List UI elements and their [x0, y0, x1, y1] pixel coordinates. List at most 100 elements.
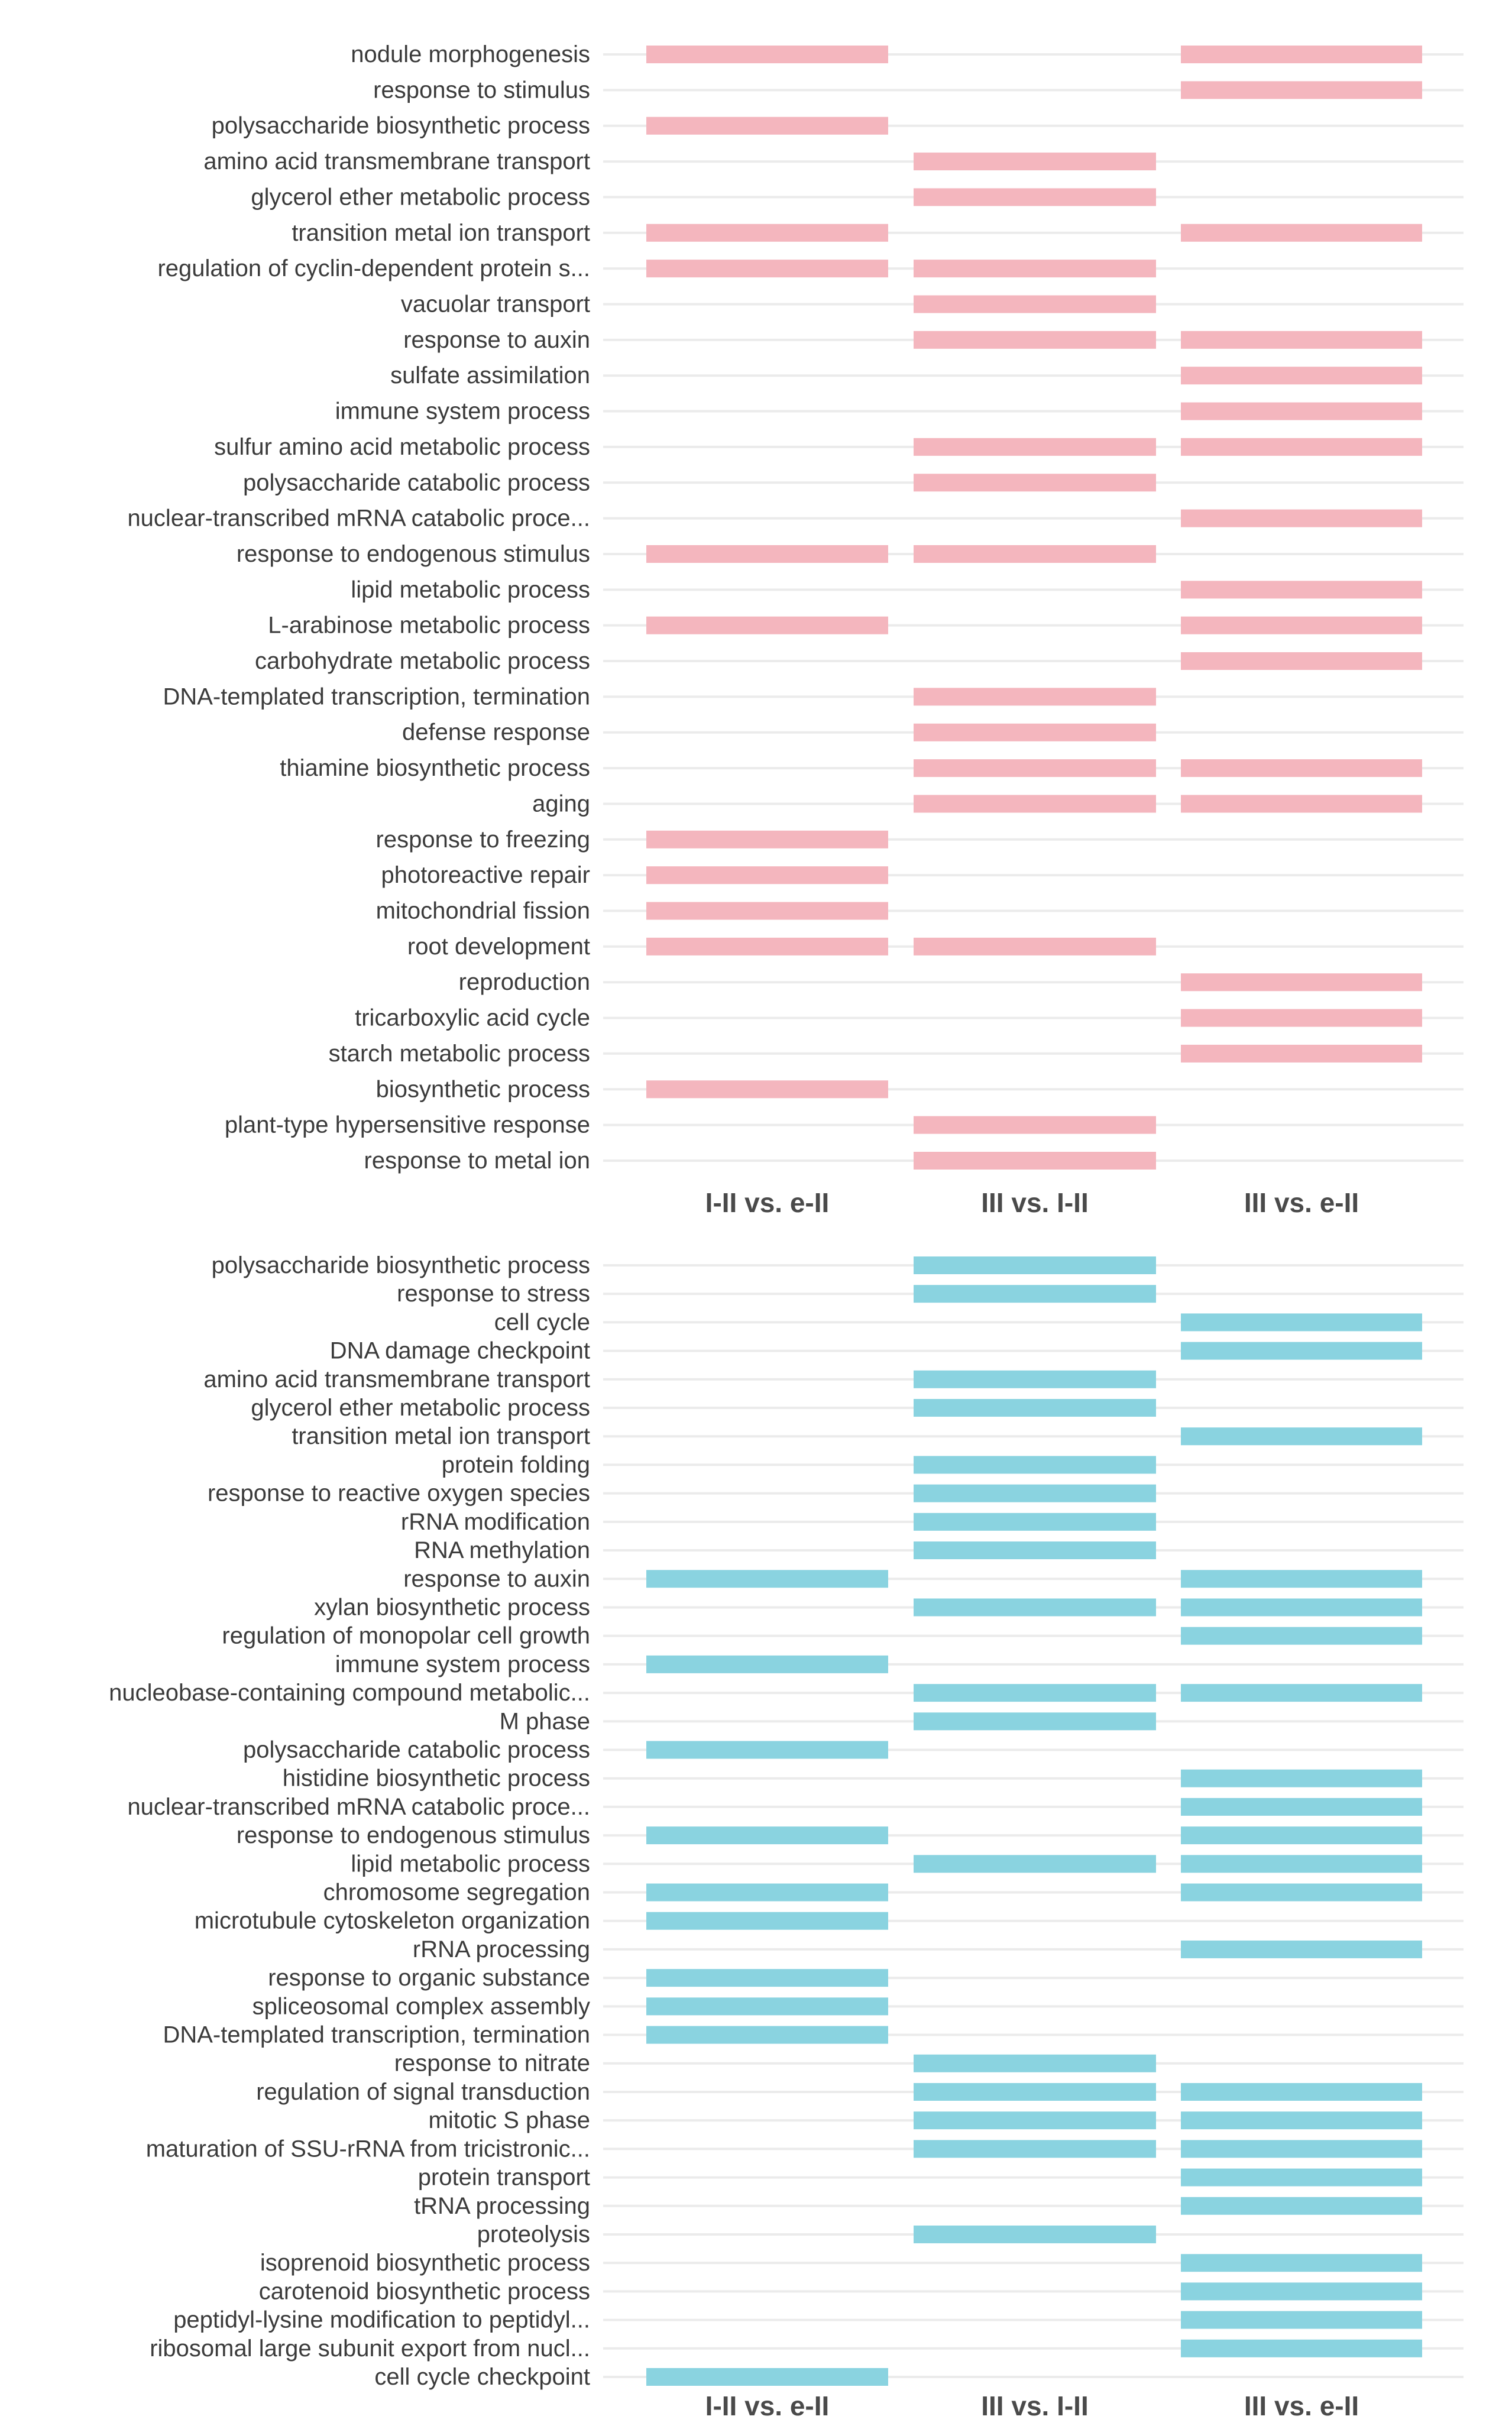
term-label: microtubule cytoskeleton organization: [195, 1908, 590, 1934]
term-label: amino acid transmembrane transport: [203, 148, 590, 174]
term-label: protein transport: [418, 2165, 590, 2191]
term-label: reproduction: [459, 969, 590, 995]
term-label: peptidyl-lysine modification to peptidyl…: [173, 2307, 590, 2333]
term-label: regulation of monopolar cell growth: [222, 1623, 590, 1649]
term-bar: [646, 830, 888, 848]
term-bar: [914, 188, 1156, 206]
term-label: RNA methylation: [414, 1537, 590, 1563]
term-bar: [1181, 2168, 1422, 2187]
term-bar: [1181, 1883, 1422, 1902]
term-bar: [1181, 2082, 1422, 2101]
term-bar: [646, 224, 888, 242]
term-label: transition metal ion transport: [292, 220, 590, 246]
term-label: thiamine biosynthetic process: [280, 755, 590, 781]
term-label: nodule morphogenesis: [351, 41, 590, 67]
term-bar: [646, 1969, 888, 1987]
term-bar: [1181, 652, 1422, 671]
term-bar: [914, 1712, 1156, 1731]
column-label: I-II vs. e-II: [705, 1187, 830, 1218]
term-bar: [914, 153, 1156, 171]
term-label: rRNA processing: [413, 1936, 590, 1962]
term-bar: [1181, 81, 1422, 99]
term-label: response to auxin: [403, 327, 590, 353]
term-bar: [914, 1256, 1156, 1274]
term-label: lipid metabolic process: [351, 1851, 590, 1877]
term-label: cell cycle checkpoint: [374, 2364, 590, 2390]
term-label: tRNA processing: [414, 2193, 590, 2219]
term-bar: [1181, 1940, 1422, 1958]
term-bar: [1181, 331, 1422, 349]
column-label: III vs. I-II: [981, 1187, 1089, 1218]
term-label: starch metabolic process: [329, 1041, 590, 1067]
term-bar: [914, 474, 1156, 492]
term-bar: [914, 1285, 1156, 1303]
term-bar: [1181, 2111, 1422, 2130]
term-bar: [646, 545, 888, 563]
term-bar: [646, 1883, 888, 1902]
term-label: response to endogenous stimulus: [237, 541, 590, 567]
term-label: response to organic substance: [268, 1965, 590, 1991]
term-bar: [914, 723, 1156, 741]
term-bar: [1181, 1684, 1422, 1702]
term-label: regulation of cyclin-dependent protein s…: [157, 255, 590, 281]
term-bar: [914, 688, 1156, 706]
term-bar: [1181, 2254, 1422, 2272]
term-bar: [1181, 2197, 1422, 2215]
term-label: plant-type hypersensitive response: [225, 1112, 590, 1138]
term-bar: [914, 1152, 1156, 1170]
term-label: DNA-templated transcription, termination: [163, 684, 590, 710]
term-bar: [646, 1080, 888, 1099]
term-label: nuclear-transcribed mRNA catabolic proce…: [127, 1794, 590, 1820]
term-bar: [1181, 46, 1422, 63]
term-bar: [1181, 224, 1422, 242]
term-label: ribosomal large subunit export from nucl…: [150, 2336, 590, 2362]
term-bar: [1181, 795, 1422, 813]
term-bar: [1181, 616, 1422, 634]
term-bar: [914, 1598, 1156, 1617]
term-bar: [914, 795, 1156, 813]
term-label: protein folding: [442, 1452, 590, 1478]
term-bar: [646, 616, 888, 634]
term-label: isoprenoid biosynthetic process: [260, 2250, 590, 2276]
panel-bottom: polysaccharide biosynthetic process respo…: [109, 1252, 1464, 2421]
term-label: response to auxin: [403, 1566, 590, 1592]
term-bar: [1181, 1826, 1422, 1845]
term-bar: [1181, 1570, 1422, 1588]
term-bar: [914, 1484, 1156, 1502]
term-label: glycerol ether metabolic process: [251, 1395, 590, 1421]
term-label: immune system process: [335, 399, 590, 425]
term-bar: [1181, 759, 1422, 778]
term-label: response to freezing: [376, 827, 590, 853]
term-label: polysaccharide catabolic process: [243, 469, 590, 495]
term-label: defense response: [402, 720, 590, 746]
term-bar: [646, 260, 888, 278]
term-label: nucleobase-containing compound metabolic…: [109, 1680, 590, 1706]
term-label: biosynthetic process: [376, 1076, 590, 1102]
term-bar: [914, 2140, 1156, 2158]
term-bar: [646, 116, 888, 135]
term-bar: [1181, 1769, 1422, 1787]
term-label: aging: [532, 791, 590, 817]
term-bar: [1181, 581, 1422, 599]
column-label: III vs. I-II: [981, 2391, 1089, 2421]
term-bar: [646, 1655, 888, 1673]
term-label: root development: [407, 934, 590, 960]
term-label: DNA-templated transcription, termination: [163, 2022, 590, 2048]
term-bar: [914, 1116, 1156, 1134]
term-bar: [646, 46, 888, 63]
term-label: DNA damage checkpoint: [330, 1338, 590, 1364]
column-label: III vs. e-II: [1244, 1187, 1359, 1218]
term-bar: [646, 902, 888, 920]
term-bar: [646, 1826, 888, 1845]
term-bar: [914, 331, 1156, 349]
term-label: chromosome segregation: [323, 1880, 590, 1906]
term-label: carbohydrate metabolic process: [255, 648, 590, 674]
term-bar: [1181, 2140, 1422, 2158]
term-bar: [914, 2225, 1156, 2243]
term-label: regulation of signal transduction: [256, 2079, 590, 2105]
term-bar: [646, 1741, 888, 1759]
term-label: glycerol ether metabolic process: [251, 184, 590, 210]
term-bar: [1181, 367, 1422, 385]
term-label: maturation of SSU-rRNA from tricistronic…: [146, 2136, 590, 2162]
term-bar: [914, 1399, 1156, 1417]
